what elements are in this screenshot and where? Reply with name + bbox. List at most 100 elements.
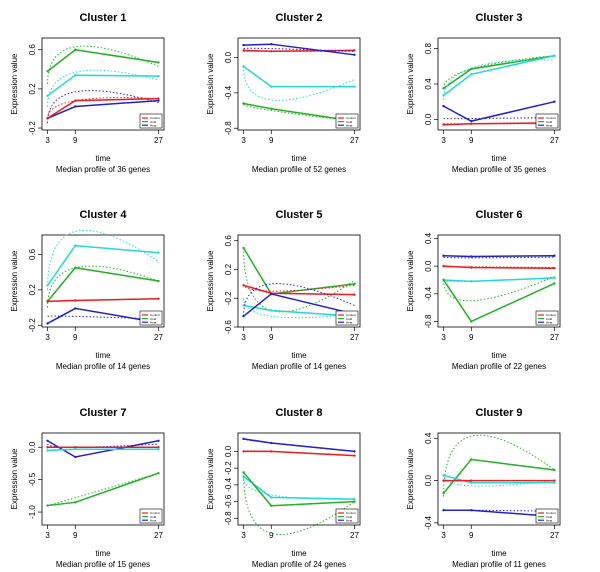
legend-label: Control — [546, 511, 556, 515]
x-axis-title: time — [95, 549, 111, 558]
data-point — [442, 254, 445, 257]
y-tick-label: -0.8 — [424, 314, 433, 328]
y-axis-title: Expression value — [406, 53, 415, 114]
x-tick-label: 9 — [73, 531, 78, 540]
median-line-red — [243, 450, 355, 457]
y-tick-label: -0.4 — [424, 286, 433, 300]
legend-label: Heat — [150, 518, 157, 522]
y-tick-label: -0.4 — [424, 515, 433, 529]
median-line-cyan — [46, 244, 159, 286]
fit-curve-blue — [443, 256, 555, 259]
data-point — [553, 282, 556, 285]
y-tick-label: -0.2 — [224, 291, 233, 305]
data-point — [470, 280, 473, 283]
median-profile-caption: Median profile of 14 genes — [252, 362, 346, 371]
data-point — [74, 501, 77, 504]
data-point — [553, 481, 556, 484]
data-point — [242, 43, 245, 47]
x-tick-label: 9 — [469, 531, 474, 540]
x-tick-label: 3 — [241, 136, 246, 145]
data-point — [470, 266, 473, 269]
data-point — [46, 439, 49, 442]
data-point — [442, 104, 445, 108]
data-point — [442, 479, 445, 482]
fit-curve-blue — [243, 47, 355, 52]
x-axis-title: time — [291, 351, 307, 360]
data-point — [353, 85, 356, 88]
x-tick-label: 27 — [550, 136, 559, 145]
median-profile-caption: Median profile of 24 genes — [252, 560, 346, 569]
data-point — [242, 450, 245, 453]
median-line-red — [47, 297, 159, 303]
cluster-panel: Cluster 8 -0.8 -0.6 -0.4 -0.2 0.0 Expression v… — [206, 407, 361, 569]
x-tick-label: 9 — [269, 136, 274, 145]
data-point — [470, 479, 473, 482]
legend-label: Cold — [546, 120, 553, 124]
legend-label: Heat — [150, 123, 157, 127]
fit-curve-blue — [443, 117, 555, 120]
data-point — [270, 50, 273, 53]
y-tick-label: 0.4 — [424, 78, 433, 90]
median-profile-caption: Median profile of 15 genes — [56, 560, 150, 569]
y-tick-label: -0.2 — [28, 318, 37, 332]
y-tick-label: 0.6 — [28, 248, 37, 260]
data-point — [553, 267, 556, 270]
panel-title: Cluster 9 — [475, 407, 522, 419]
x-tick-label: 9 — [469, 136, 474, 145]
x-tick-label: 27 — [154, 136, 163, 145]
data-point — [74, 455, 77, 459]
y-tick-label: 0.0 — [224, 445, 233, 457]
y-tick-label: 0.4 — [424, 232, 433, 244]
x-axis-title: time — [95, 351, 111, 360]
plot-frame — [237, 234, 361, 328]
data-point — [242, 65, 245, 68]
y-axis-title: Expression value — [206, 448, 215, 509]
data-point — [157, 99, 160, 102]
data-point — [353, 454, 356, 457]
data-point — [442, 87, 445, 90]
data-point — [470, 481, 473, 484]
median-line-green — [442, 458, 555, 494]
median-line-blue — [243, 43, 355, 56]
x-tick-label: 27 — [154, 531, 163, 540]
data-point — [74, 307, 77, 310]
fit-curve-green — [243, 472, 355, 535]
data-point — [353, 53, 356, 57]
data-point — [442, 474, 445, 477]
data-point — [470, 73, 473, 76]
plot-frame — [437, 432, 561, 526]
data-point — [470, 122, 473, 126]
y-tick-label: 0.0 — [424, 113, 433, 125]
data-point — [470, 119, 473, 123]
data-point — [242, 49, 245, 52]
data-point — [74, 446, 77, 449]
y-axis-title: Expression value — [10, 448, 19, 509]
data-point — [157, 446, 160, 449]
x-axis-title: time — [95, 154, 111, 163]
data-point — [157, 471, 160, 475]
x-tick-label: 27 — [550, 333, 559, 342]
data-point — [353, 450, 356, 453]
median-line-blue — [243, 438, 355, 453]
data-point — [157, 97, 160, 100]
y-tick-label: -0.8 — [224, 511, 233, 525]
x-tick-label: 3 — [441, 136, 446, 145]
legend-label: Heat — [346, 123, 353, 127]
cluster-panel: Cluster 1 -0.2 0.2 0.6 Expression value 3 9 27 t… — [10, 12, 165, 174]
median-profile-caption: Median profile of 36 genes — [56, 165, 150, 174]
y-axis-title: Expression value — [10, 250, 19, 311]
data-point — [470, 320, 473, 323]
data-point — [470, 458, 473, 461]
cluster-panel: Cluster 7 -1.0 -0.5 0.0 Expression value 3 9 27… — [10, 407, 165, 569]
plot-frame — [41, 234, 165, 328]
fit-curve-green — [243, 247, 355, 313]
plot-frame — [237, 37, 361, 131]
y-tick-label: 0.6 — [224, 235, 233, 247]
data-point — [242, 102, 245, 105]
data-point — [157, 439, 160, 442]
data-point — [46, 94, 49, 97]
y-axis-title: Expression value — [206, 53, 215, 114]
cluster-panel: Cluster 6 -0.8 -0.4 0.0 0.4 Expression value 3… — [406, 209, 561, 371]
legend-label: Cold — [546, 317, 553, 321]
